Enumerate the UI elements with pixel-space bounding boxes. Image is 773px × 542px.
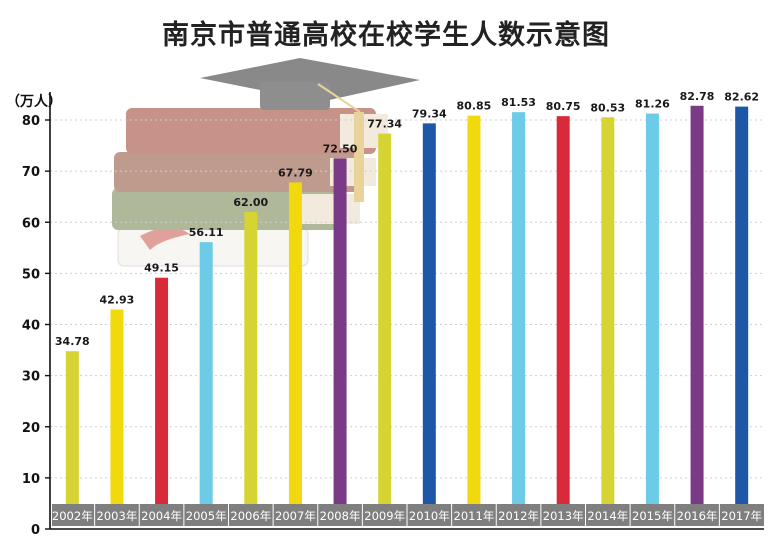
y-tick-label: 30 bbox=[22, 370, 40, 385]
bar-value-label: 82.78 bbox=[680, 90, 715, 103]
bar bbox=[110, 309, 124, 504]
x-category-label: 2011年 bbox=[454, 509, 495, 523]
x-category-label: 2004年 bbox=[141, 509, 182, 523]
bar-value-label: 56.11 bbox=[189, 226, 224, 239]
bar-value-label: 80.85 bbox=[457, 100, 492, 113]
value-labels: 34.78 42.93 49.15 56.11 62.00 67.79 72.50 77.34… bbox=[55, 90, 759, 348]
x-category-label: 2005年 bbox=[186, 509, 227, 523]
bar-value-label: 72.50 bbox=[323, 142, 358, 155]
bar bbox=[288, 182, 302, 504]
chart-title: 南京市普通高校在校学生人数示意图 bbox=[162, 19, 610, 51]
y-tick-label: 40 bbox=[22, 319, 40, 334]
bar bbox=[690, 105, 704, 505]
x-category-label: 2015年 bbox=[632, 509, 673, 523]
bar-value-label: 49.15 bbox=[144, 262, 179, 275]
x-category-label: 2017年 bbox=[721, 509, 762, 523]
x-category-label: 2014年 bbox=[587, 509, 628, 523]
bar-value-label: 79.34 bbox=[412, 107, 447, 120]
y-tick-label: 60 bbox=[22, 216, 40, 231]
bar bbox=[467, 115, 481, 505]
bar bbox=[735, 106, 749, 504]
y-axis-ticks: 0 10 20 30 40 50 60 70 80 bbox=[22, 114, 50, 538]
bar-value-label: 80.75 bbox=[546, 100, 581, 113]
bar bbox=[65, 351, 79, 504]
y-tick-label: 10 bbox=[22, 472, 40, 487]
y-tick-label: 50 bbox=[22, 267, 40, 282]
x-category-label: 2007年 bbox=[275, 509, 316, 523]
bar-value-label: 67.79 bbox=[278, 166, 313, 179]
y-tick-label: 70 bbox=[22, 165, 40, 180]
bar bbox=[333, 158, 347, 504]
bar bbox=[244, 212, 258, 504]
bar bbox=[556, 116, 570, 505]
bar bbox=[155, 277, 169, 504]
bar-value-label: 82.62 bbox=[724, 91, 759, 104]
bar-value-label: 81.53 bbox=[501, 96, 536, 109]
bar bbox=[512, 112, 526, 505]
bars bbox=[65, 105, 749, 505]
x-category-label: 2003年 bbox=[97, 509, 138, 523]
bar bbox=[422, 123, 436, 504]
bar-value-label: 81.26 bbox=[635, 98, 670, 111]
bar-value-label: 42.93 bbox=[100, 294, 135, 307]
x-category-label: 2010年 bbox=[409, 509, 450, 523]
y-tick-label: 80 bbox=[22, 114, 40, 129]
gridlines bbox=[50, 119, 764, 479]
bar bbox=[199, 242, 213, 504]
x-category-label: 2009年 bbox=[364, 509, 405, 523]
x-category-label: 2012年 bbox=[498, 509, 539, 523]
y-tick-label: 0 bbox=[31, 523, 40, 538]
bar-value-label: 80.53 bbox=[590, 101, 625, 114]
x-axis-category-labels: 2002年 2003年 2004年 2005年 2006年 2007年 2008年 2009年… bbox=[52, 509, 762, 523]
bar bbox=[645, 113, 659, 504]
bar bbox=[378, 133, 392, 504]
x-category-label: 2016年 bbox=[677, 509, 718, 523]
books-and-cap-illustration bbox=[112, 58, 420, 267]
bar-value-label: 77.34 bbox=[367, 118, 402, 131]
bar bbox=[601, 117, 615, 504]
y-axis-unit-label: （万人） bbox=[6, 93, 62, 110]
x-category-label: 2013年 bbox=[543, 509, 584, 523]
bar-value-label: 62.00 bbox=[233, 196, 268, 209]
y-tick-label: 20 bbox=[22, 421, 40, 436]
bar-value-label: 34.78 bbox=[55, 335, 90, 348]
x-category-label: 2008年 bbox=[320, 509, 361, 523]
x-category-label: 2006年 bbox=[230, 509, 271, 523]
x-category-label: 2002年 bbox=[52, 509, 93, 523]
category-band bbox=[52, 504, 764, 526]
